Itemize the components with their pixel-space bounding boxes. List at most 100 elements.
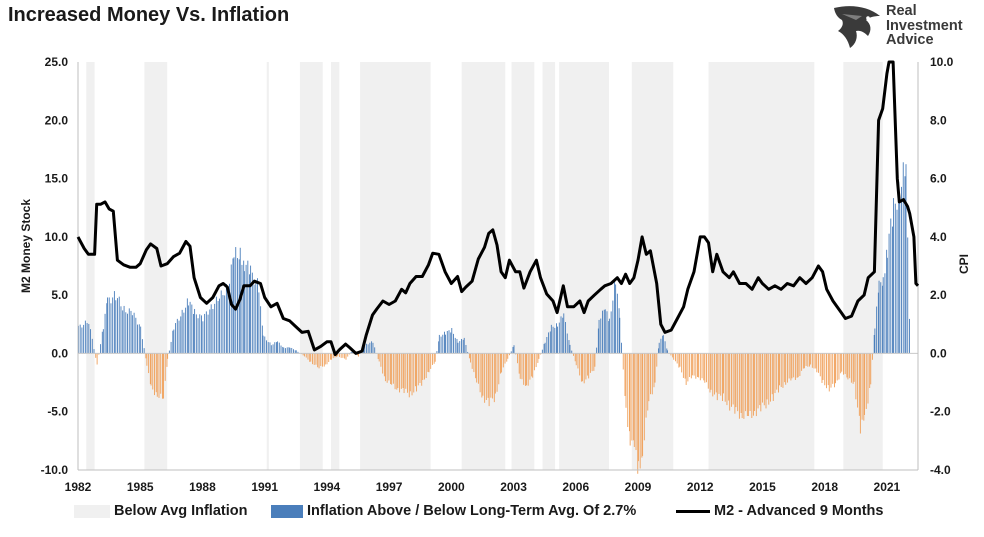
inflation-bar — [436, 351, 438, 354]
inflation-bar — [227, 288, 229, 354]
inflation-bar — [684, 353, 686, 379]
inflation-bar — [641, 353, 643, 458]
inflation-bar — [255, 279, 257, 354]
inflation-bar — [757, 353, 759, 409]
inflation-bar — [573, 353, 574, 356]
inflation-bar — [305, 353, 307, 358]
inflation-bar — [96, 353, 98, 365]
inflation-bar — [741, 353, 743, 419]
inflation-bar — [434, 353, 436, 362]
inflation-bar — [219, 298, 220, 354]
inflation-bar — [369, 342, 371, 354]
inflation-bar — [855, 353, 857, 400]
inflation-bar — [433, 353, 435, 364]
right-tick-label: 8.0 — [930, 113, 947, 127]
inflation-bar — [272, 344, 274, 354]
inflation-bar — [280, 345, 282, 354]
inflation-bar — [88, 323, 90, 354]
inflation-bar — [215, 296, 217, 354]
inflation-bar — [571, 350, 573, 354]
inflation-bar — [618, 308, 620, 354]
inflation-bar — [490, 353, 492, 398]
inflation-bar — [403, 353, 405, 394]
inflation-bar — [832, 353, 834, 384]
inflation-bar — [716, 353, 718, 401]
inflation-bar — [197, 318, 199, 354]
inflation-bar — [730, 353, 732, 407]
inflation-bar — [579, 353, 581, 376]
inflation-bar — [827, 353, 829, 386]
inflation-bar — [707, 353, 709, 389]
left-axis-label: M2 Money Stock — [19, 199, 33, 293]
inflation-bar — [877, 292, 879, 354]
inflation-bar — [869, 353, 871, 389]
inflation-bar — [164, 353, 166, 381]
inflation-bar — [120, 306, 122, 354]
inflation-bar — [148, 353, 150, 374]
inflation-bar — [802, 353, 804, 369]
inflation-bar — [597, 328, 599, 354]
inflation-bar — [186, 298, 188, 354]
inflation-bar — [776, 353, 778, 390]
inflation-bar — [852, 353, 854, 384]
inflation-bar — [332, 353, 334, 359]
inflation-bar — [905, 164, 907, 354]
inflation-bar — [304, 353, 305, 357]
inflation-bar — [622, 353, 624, 370]
below-avg-period-6 — [461, 62, 506, 470]
inflation-bar — [710, 353, 712, 390]
inflation-bar — [740, 353, 742, 413]
inflation-bar — [180, 316, 182, 354]
inflation-bar — [546, 336, 548, 354]
legend-swatch-bar — [271, 504, 303, 518]
inflation-bar — [507, 353, 509, 359]
inflation-bar — [790, 353, 792, 381]
inflation-bar — [519, 353, 521, 379]
inflation-bar — [450, 332, 452, 354]
inflation-bar — [187, 305, 189, 354]
inflation-bar — [898, 181, 900, 354]
inflation-bar — [517, 353, 518, 364]
inflation-bar — [451, 328, 453, 354]
inflation-bar — [793, 353, 795, 378]
inflation-bar — [220, 290, 222, 354]
inflation-bar — [209, 309, 211, 354]
inflation-bar — [703, 353, 705, 381]
inflation-bar — [388, 353, 390, 381]
inflation-bar — [493, 353, 495, 403]
inflation-bar — [181, 309, 183, 354]
x-tick-label: 2021 — [874, 480, 901, 494]
inflation-bar — [81, 327, 83, 354]
inflation-bar — [867, 353, 869, 404]
inflation-bar — [550, 324, 552, 354]
inflation-bar — [650, 353, 651, 395]
inflation-bar — [253, 284, 255, 354]
inflation-bar — [417, 353, 419, 386]
logo-line-3: Advice — [886, 32, 934, 48]
inflation-bar — [554, 327, 556, 354]
inflation-bar — [462, 339, 464, 354]
inflation-bar — [468, 353, 470, 359]
x-tick-label: 1988 — [189, 480, 216, 494]
inflation-bar — [729, 353, 731, 411]
inflation-bar — [378, 353, 380, 362]
legend: Below Avg Inflation Inflation Above / Be… — [0, 500, 984, 524]
inflation-bar — [482, 353, 484, 396]
inflation-bar — [598, 319, 600, 354]
right-axis-ticks: -4.0 -2.0 0.0 2.0 4.0 6.0 8.0 10.0 — [930, 55, 954, 477]
inflation-bar — [391, 353, 393, 385]
left-tick-label: 5.0 — [51, 288, 68, 302]
inflation-bar — [602, 310, 603, 354]
inflation-bar — [821, 353, 823, 383]
right-tick-label: -4.0 — [930, 463, 951, 477]
inflation-bar — [492, 353, 494, 399]
inflation-bar — [513, 345, 515, 354]
inflation-bar — [145, 353, 147, 359]
inflation-bar — [448, 330, 450, 354]
inflation-bar — [886, 257, 888, 354]
inflation-bar — [614, 279, 616, 354]
inflation-bar — [518, 353, 520, 374]
inflation-bar — [828, 353, 830, 392]
inflation-bar — [524, 353, 526, 386]
inflation-bar — [315, 353, 317, 365]
